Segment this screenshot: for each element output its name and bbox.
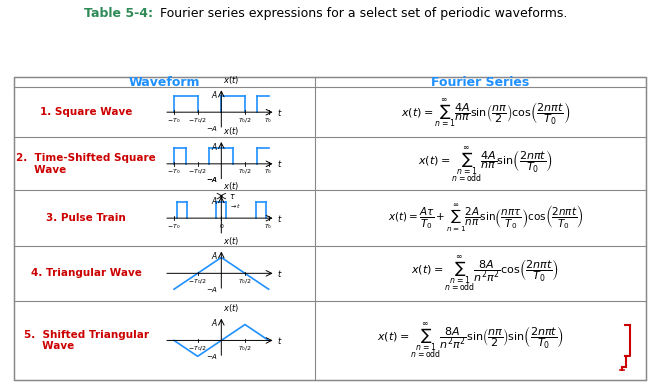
Text: $t$: $t$ xyxy=(277,107,283,118)
Text: $x(t)$: $x(t)$ xyxy=(223,74,240,86)
Text: $\rightarrow t$: $\rightarrow t$ xyxy=(229,202,242,210)
Text: $T_0$: $T_0$ xyxy=(264,116,273,124)
Text: $x(t) = \sum_{\substack{n=1 \\ n=\mathrm{odd}}}^{\infty} \dfrac{8A}{n^2\pi^2} \s: $x(t) = \sum_{\substack{n=1 \\ n=\mathrm… xyxy=(377,321,564,360)
Text: $T_0$: $T_0$ xyxy=(264,222,273,231)
Text: $t$: $t$ xyxy=(277,268,283,279)
Text: $x(t)$: $x(t)$ xyxy=(223,180,240,192)
Text: $-T_0$: $-T_0$ xyxy=(167,167,181,176)
Text: $T_0/2$: $T_0/2$ xyxy=(238,344,252,353)
Text: $-T_0/2$: $-T_0/2$ xyxy=(188,167,207,176)
Text: $-T_0$: $-T_0$ xyxy=(167,116,181,124)
Text: $x(t) = \sum_{n=1}^{\infty} \dfrac{4A}{n\pi} \sin\!\left(\dfrac{n\pi}{2}\right) : $x(t) = \sum_{n=1}^{\infty} \dfrac{4A}{n… xyxy=(401,96,570,129)
Text: 2.  Time-Shifted Square
     Wave: 2. Time-Shifted Square Wave xyxy=(16,153,156,175)
Text: $x(t) = \sum_{\substack{n=1 \\ n=\mathrm{odd}}}^{\infty} \dfrac{4A}{n\pi} \sin\!: $x(t) = \sum_{\substack{n=1 \\ n=\mathrm… xyxy=(418,144,553,184)
Text: $x(t) = \sum_{\substack{n=1 \\ n=\mathrm{odd}}}^{\infty} \dfrac{8A}{n^2\pi^2} \c: $x(t) = \sum_{\substack{n=1 \\ n=\mathrm… xyxy=(411,254,559,293)
Text: $t$: $t$ xyxy=(277,335,283,346)
Text: Waveform: Waveform xyxy=(129,75,201,89)
Text: $-T_0/2$: $-T_0/2$ xyxy=(188,344,207,353)
Text: $t$: $t$ xyxy=(277,158,283,169)
FancyBboxPatch shape xyxy=(14,77,646,380)
Text: 4. Triangular Wave: 4. Triangular Wave xyxy=(31,268,142,278)
Text: $0$: $0$ xyxy=(219,222,224,230)
Text: $T_0/2$: $T_0/2$ xyxy=(238,277,252,286)
Text: Fourier Series: Fourier Series xyxy=(432,75,530,89)
Text: $\tau$: $\tau$ xyxy=(229,191,236,201)
Text: 1. Square Wave: 1. Square Wave xyxy=(40,107,133,117)
Text: $x(t)$: $x(t)$ xyxy=(223,302,240,314)
Text: $x(t)$: $x(t)$ xyxy=(223,235,240,247)
Text: $A$: $A$ xyxy=(212,195,218,206)
Text: $T_0$: $T_0$ xyxy=(264,167,273,176)
Text: $A$: $A$ xyxy=(212,89,218,100)
Text: $-T_0/2$: $-T_0/2$ xyxy=(188,116,207,124)
Text: $-A$: $-A$ xyxy=(206,175,218,184)
Text: $-T_0$: $-T_0$ xyxy=(167,222,181,231)
Text: $x(t) = \dfrac{A\tau}{T_0} + \sum_{n=1}^{\infty} \dfrac{2A}{n\pi} \sin\!\left(\d: $x(t) = \dfrac{A\tau}{T_0} + \sum_{n=1}^… xyxy=(388,203,583,234)
Text: $-T_0/2$: $-T_0/2$ xyxy=(188,277,207,286)
Text: 3. Pulse Train: 3. Pulse Train xyxy=(46,213,126,223)
Text: $T_0/2$: $T_0/2$ xyxy=(238,116,252,124)
Text: $-A$: $-A$ xyxy=(206,352,218,361)
Text: $-A$: $-A$ xyxy=(206,285,218,294)
Text: $A$: $A$ xyxy=(212,250,218,261)
Text: $-A$: $-A$ xyxy=(206,124,218,133)
Text: $T_0/2$: $T_0/2$ xyxy=(238,167,252,176)
Text: $t$: $t$ xyxy=(277,213,283,224)
Text: $A$: $A$ xyxy=(212,317,218,328)
Text: $A$: $A$ xyxy=(212,141,218,152)
Text: $x(t)$: $x(t)$ xyxy=(223,125,240,137)
Text: $-A$: $-A$ xyxy=(206,175,218,184)
Text: 5.  Shifted Triangular
     Wave: 5. Shifted Triangular Wave xyxy=(24,329,149,351)
